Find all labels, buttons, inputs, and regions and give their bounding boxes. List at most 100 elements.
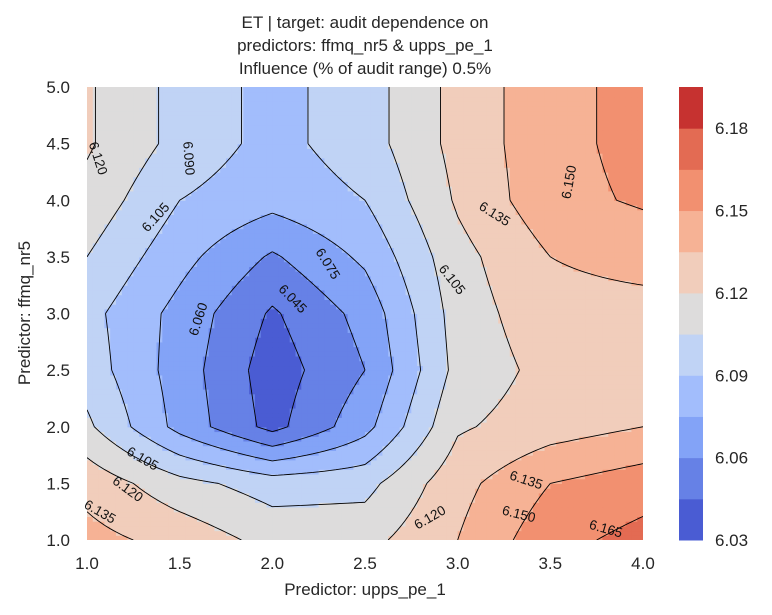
contour-cell: [585, 436, 592, 442]
contour-cell: [527, 483, 534, 489]
contour-cell: [446, 398, 453, 404]
contour-cell: [185, 389, 192, 395]
contour-cell: [144, 299, 152, 305]
contour-cell: [498, 412, 505, 418]
contour-cell: [173, 370, 181, 376]
contour-cell: [289, 492, 297, 499]
contour-cell: [521, 374, 528, 381]
contour-cell: [504, 502, 511, 508]
contour-cell: [98, 299, 105, 305]
contour-cell: [220, 431, 227, 437]
contour-cell: [168, 431, 175, 437]
contour-cell: [544, 492, 551, 499]
contour-cell: [475, 535, 482, 540]
contour-cell: [341, 422, 349, 428]
contour-cell: [197, 365, 204, 371]
contour-cell: [405, 393, 412, 400]
contour-cell: [463, 304, 470, 310]
contour-cell: [197, 525, 204, 532]
contour-cell: [457, 304, 465, 310]
contour-cell: [168, 502, 175, 508]
contour-cell: [289, 313, 297, 319]
contour-cell: [422, 407, 430, 414]
contour-cell: [544, 431, 551, 437]
contour-cell: [191, 398, 198, 404]
contour-cell: [150, 521, 158, 527]
contour-cell: [463, 403, 470, 409]
contour-cell: [202, 516, 210, 522]
contour-cell: [521, 525, 528, 532]
contour-cell: [243, 464, 250, 470]
contour-cell: [231, 374, 239, 381]
contour-cell: [573, 492, 580, 499]
contour-cell: [156, 525, 163, 532]
contour-cell: [544, 440, 551, 447]
contour-cell: [353, 488, 360, 494]
contour-cell: [504, 440, 511, 447]
contour-cell: [637, 393, 643, 400]
contour-cell: [376, 473, 383, 480]
contour-cell: [278, 365, 285, 371]
contour-cell: [278, 407, 285, 414]
contour-cell: [451, 436, 459, 442]
contour-cell: [202, 304, 210, 310]
contour-cell: [312, 393, 320, 400]
contour-cell: [266, 431, 273, 437]
contour-cell: [463, 525, 470, 532]
contour-cell: [104, 469, 111, 475]
contour-cell: [283, 341, 291, 348]
contour-cell: [631, 403, 638, 409]
contour-cell: [115, 332, 123, 338]
contour-cell: [237, 535, 244, 540]
contour-cell: [521, 351, 528, 357]
contour-cell: [498, 341, 505, 348]
contour-cell: [544, 478, 551, 484]
contour-cell: [150, 469, 158, 475]
contour-cell: [173, 511, 181, 518]
contour-cell: [104, 455, 111, 461]
contour-cell: [173, 535, 181, 540]
contour-cell: [110, 445, 117, 451]
contour-cell: [312, 488, 320, 494]
contour-cell: [457, 426, 465, 433]
contour-cell: [451, 525, 459, 532]
contour-cell: [475, 299, 482, 305]
contour-cell: [197, 516, 204, 522]
contour-cell: [457, 322, 465, 329]
contour-cell: [266, 393, 273, 400]
contour-cell: [365, 318, 372, 324]
contour-cell: [405, 436, 412, 442]
contour-cell: [318, 431, 326, 437]
contour-cell: [475, 459, 482, 466]
contour-cell: [237, 393, 244, 400]
contour-cell: [220, 337, 227, 343]
contour-cell: [463, 473, 470, 480]
contour-cell: [608, 327, 615, 333]
contour-cell: [475, 304, 482, 310]
contour-cell: [417, 436, 424, 442]
contour-cell: [283, 412, 291, 418]
contour-cell: [254, 351, 262, 357]
contour-cell: [237, 450, 244, 456]
contour-cell: [602, 351, 609, 357]
contour-cell: [243, 337, 250, 343]
contour-cell: [451, 322, 459, 329]
contour-cell: [370, 346, 378, 352]
contour-cell: [98, 346, 105, 352]
contour-cell: [336, 308, 343, 315]
contour-cell: [191, 355, 198, 362]
contour-cell: [283, 422, 291, 428]
contour-cell: [301, 304, 308, 310]
contour-cell: [521, 313, 528, 319]
contour-cell: [393, 492, 401, 499]
contour-cell: [579, 521, 586, 527]
contour-cell: [330, 473, 337, 480]
contour-cell: [231, 337, 239, 343]
contour-cell: [191, 322, 198, 329]
contour-cell: [434, 521, 441, 527]
contour-cell: [162, 294, 169, 300]
contour-cell: [92, 337, 100, 343]
contour-cell: [463, 459, 470, 466]
contour-cell: [185, 341, 192, 348]
contour-cell: [115, 379, 123, 385]
